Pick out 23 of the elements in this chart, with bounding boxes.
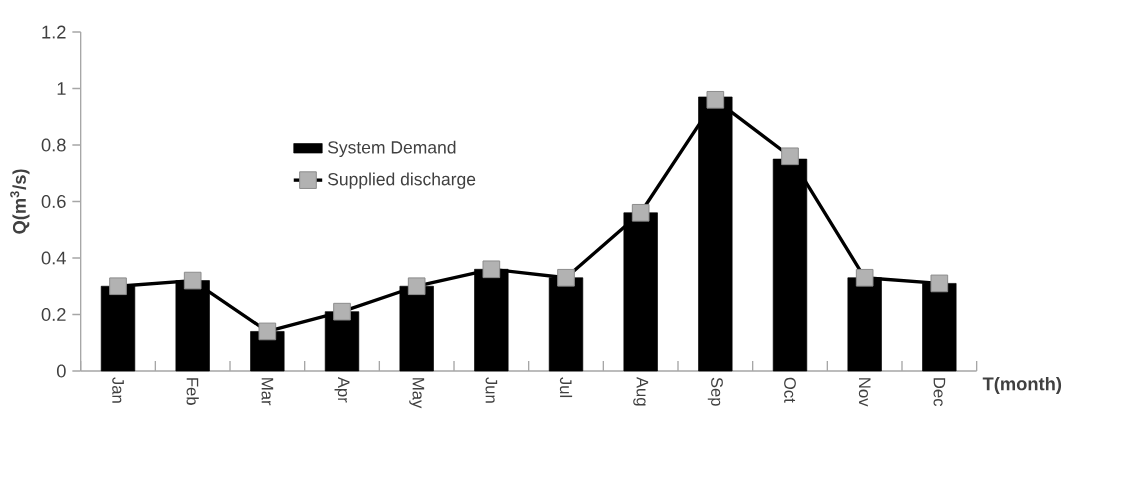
x-tick-label: Aug [633, 376, 649, 406]
legend-label: Supplied discharge [327, 172, 476, 189]
x-tick-label: Mar [261, 378, 274, 406]
y-tick-label: 1.2 [42, 25, 66, 39]
y-tick-label: 0.8 [41, 138, 66, 152]
legend-label: System Demand [327, 140, 456, 158]
y-tick-label: 0 [56, 364, 66, 378]
y-axis-title: Q(m$^{3}$/s) [10, 169, 30, 234]
x-tick-label: Oct [784, 377, 796, 403]
y-tick-label: 1 [57, 82, 66, 95]
x-tick-label: Jul [559, 377, 573, 398]
x-tick-label: Dec [933, 378, 946, 407]
x-axis-title: T(month) [982, 376, 1062, 394]
x-tick-label: Jun [485, 377, 498, 403]
x-tick-label: Apr [334, 376, 350, 403]
y-tick-label: 0.2 [41, 308, 66, 321]
y-tick-label: 0.4 [41, 251, 66, 265]
x-tick-label: May [409, 378, 425, 409]
x-tick-label: Nov [858, 378, 871, 407]
x-tick-label: Jan [112, 377, 124, 403]
x-tick-label: Sep [707, 377, 723, 406]
x-tick-label: Feb [186, 378, 199, 405]
y-tick-label: 0.6 [41, 195, 66, 208]
